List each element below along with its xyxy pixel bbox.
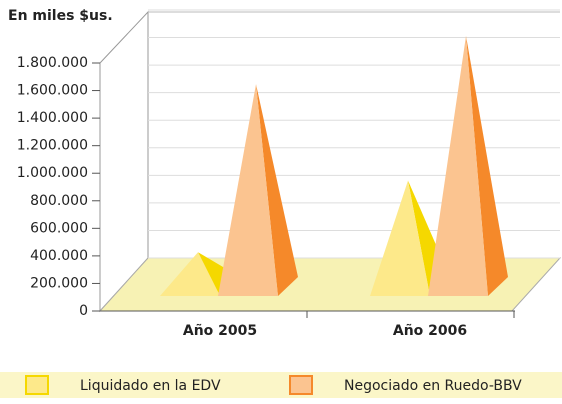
legend-label: Liquidado en la EDV <box>80 378 221 394</box>
pyramid-side <box>256 84 298 296</box>
pyramid <box>428 35 508 297</box>
y-tick-label: 600.000 <box>30 220 88 236</box>
legend-label: Negociado en Ruedo-BBV <box>344 378 522 394</box>
pyramid-front <box>370 180 430 296</box>
y-tick-label: 1.200.000 <box>17 138 88 154</box>
x-tick-label: Año 2006 <box>393 323 467 339</box>
y-tick-label: 800.000 <box>30 193 88 209</box>
y-tick-label: 1.000.000 <box>17 165 88 181</box>
pyramid-front <box>428 35 488 297</box>
y-tick-label: 1.800.000 <box>17 55 88 71</box>
x-tick-label: Año 2005 <box>183 323 257 339</box>
pyramid-side <box>466 35 508 297</box>
pyramid-front <box>218 84 278 296</box>
legend <box>0 372 562 398</box>
legend-swatch <box>25 375 49 395</box>
legend-swatch <box>289 375 313 395</box>
y-tick-label: 400.000 <box>30 248 88 264</box>
y-tick-label: 200.000 <box>30 275 88 291</box>
pyramid-front <box>160 252 220 296</box>
pyramid <box>218 84 298 296</box>
y-tick-label: 1.600.000 <box>17 83 88 99</box>
chart-title: En miles $us. <box>8 8 113 24</box>
y-tick-label: 1.400.000 <box>17 110 88 126</box>
y-tick-label: 0 <box>79 303 88 319</box>
